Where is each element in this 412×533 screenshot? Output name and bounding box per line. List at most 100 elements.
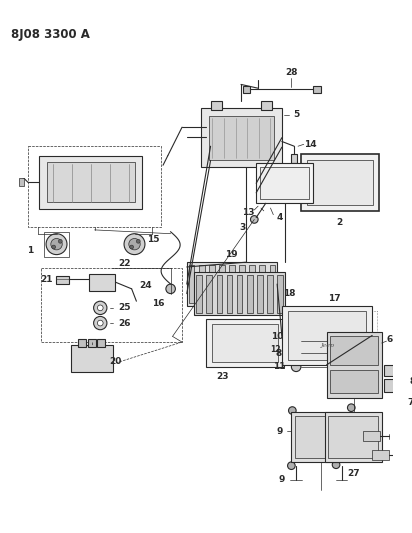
Circle shape — [291, 349, 301, 358]
Text: 2: 2 — [336, 218, 342, 227]
Circle shape — [97, 278, 107, 287]
Bar — [282, 306, 372, 365]
Bar — [189, 265, 194, 303]
Bar — [237, 274, 242, 313]
Text: 23: 23 — [217, 372, 229, 381]
Bar — [44, 232, 69, 256]
Text: 10: 10 — [271, 332, 283, 341]
Text: 13: 13 — [242, 208, 255, 217]
Text: Jeep: Jeep — [320, 343, 334, 349]
Bar — [19, 177, 24, 186]
Text: 8: 8 — [276, 349, 282, 358]
Bar — [256, 163, 313, 203]
Circle shape — [347, 404, 355, 411]
Text: 8: 8 — [409, 377, 412, 385]
Bar — [227, 274, 232, 313]
Bar — [199, 265, 204, 303]
Bar — [206, 274, 212, 313]
Bar — [288, 311, 367, 360]
Bar — [206, 319, 284, 367]
Bar — [301, 154, 379, 211]
Circle shape — [166, 284, 176, 294]
Bar — [330, 370, 378, 393]
Circle shape — [51, 238, 62, 250]
Bar — [269, 265, 275, 303]
Bar — [267, 274, 273, 313]
Bar — [88, 339, 96, 347]
Text: 25: 25 — [119, 303, 131, 312]
Bar — [209, 265, 215, 303]
Text: 4: 4 — [277, 213, 283, 222]
Bar — [277, 274, 283, 313]
Bar — [194, 272, 285, 316]
Bar — [239, 265, 245, 303]
Bar — [260, 265, 265, 303]
Bar — [219, 265, 225, 303]
Bar — [330, 336, 378, 365]
Bar — [89, 273, 115, 290]
Text: 6: 6 — [386, 335, 393, 344]
Bar — [41, 268, 182, 342]
Bar — [372, 450, 389, 460]
Bar — [313, 86, 321, 93]
Circle shape — [46, 233, 67, 255]
Bar — [261, 101, 272, 110]
Text: 15: 15 — [147, 235, 160, 244]
Circle shape — [97, 305, 103, 311]
Bar — [211, 324, 278, 362]
Circle shape — [59, 239, 62, 243]
Text: 22: 22 — [119, 259, 131, 268]
Bar — [243, 86, 250, 93]
Text: 20: 20 — [109, 357, 122, 366]
Text: 17: 17 — [328, 294, 340, 303]
Text: 28: 28 — [285, 68, 297, 77]
Circle shape — [332, 461, 340, 469]
Bar — [28, 146, 161, 227]
Text: 12: 12 — [270, 345, 281, 354]
Bar — [384, 379, 405, 392]
Text: 7: 7 — [407, 399, 412, 407]
Text: 26: 26 — [119, 319, 131, 328]
Bar — [295, 416, 346, 458]
Text: 1: 1 — [27, 246, 33, 255]
Text: 21: 21 — [40, 275, 52, 284]
Bar — [217, 274, 222, 313]
Bar — [363, 431, 380, 441]
Circle shape — [250, 216, 258, 223]
Bar — [260, 167, 309, 199]
Circle shape — [291, 336, 301, 346]
Circle shape — [136, 239, 140, 243]
Bar — [201, 108, 282, 167]
Text: 19: 19 — [225, 250, 238, 259]
Bar — [257, 274, 262, 313]
Bar — [187, 262, 277, 306]
Bar — [40, 156, 142, 209]
Circle shape — [288, 462, 295, 470]
Bar — [307, 159, 373, 205]
Bar — [78, 339, 86, 347]
Bar — [196, 274, 202, 313]
Text: 9: 9 — [277, 427, 283, 436]
Bar — [208, 116, 274, 159]
Circle shape — [52, 245, 56, 249]
Circle shape — [288, 407, 296, 414]
Circle shape — [130, 245, 133, 249]
Bar — [247, 274, 253, 313]
Bar — [71, 345, 112, 372]
Bar — [249, 265, 255, 303]
Text: 5: 5 — [293, 110, 299, 119]
Bar — [97, 339, 105, 347]
Bar — [328, 416, 378, 458]
Text: 27: 27 — [347, 469, 360, 478]
Text: 8J08 3300 A: 8J08 3300 A — [11, 28, 90, 42]
Circle shape — [94, 301, 107, 314]
Bar — [291, 413, 350, 462]
Bar — [291, 154, 297, 163]
Text: 18: 18 — [283, 289, 296, 298]
Bar — [56, 276, 69, 284]
Bar — [47, 163, 134, 203]
Circle shape — [94, 317, 107, 330]
Bar — [229, 265, 235, 303]
Circle shape — [129, 238, 140, 250]
Bar — [384, 365, 401, 376]
